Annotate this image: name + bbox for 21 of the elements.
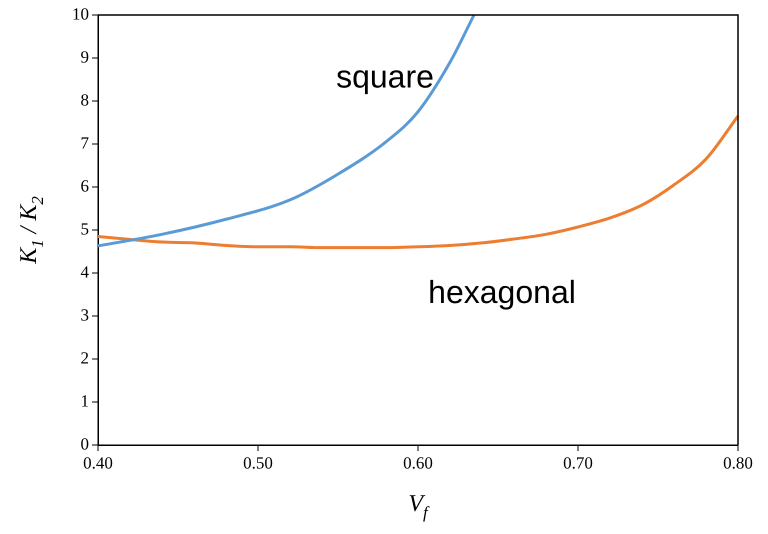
y-tick-label: 1 [80,391,89,410]
line-series [96,114,740,250]
x-tick-label: 0.70 [563,454,593,473]
y-tick-label: 2 [80,348,89,368]
line-series [96,14,476,248]
y-tick-label: 5 [80,219,89,238]
y-tick-label: 10 [72,4,89,24]
y-tick-label: 4 [80,262,90,282]
y-tick-label: 6 [80,176,89,196]
x-tick-label: 0.60 [403,454,433,473]
y-axis-title: K1 / K2 [16,196,48,265]
series-label: hexagonal [428,274,576,310]
x-tick-label: 0.40 [83,454,113,473]
y-tick-label: 3 [80,305,89,324]
y-tick-label: 9 [80,47,89,66]
y-tick-label: 7 [80,133,90,152]
x-tick-label: 0.80 [723,454,753,473]
y-tick-label: 8 [80,90,89,110]
y-tick-label: 0 [80,434,89,454]
series-label: square [336,58,434,94]
x-tick-label: 0.50 [243,454,273,473]
